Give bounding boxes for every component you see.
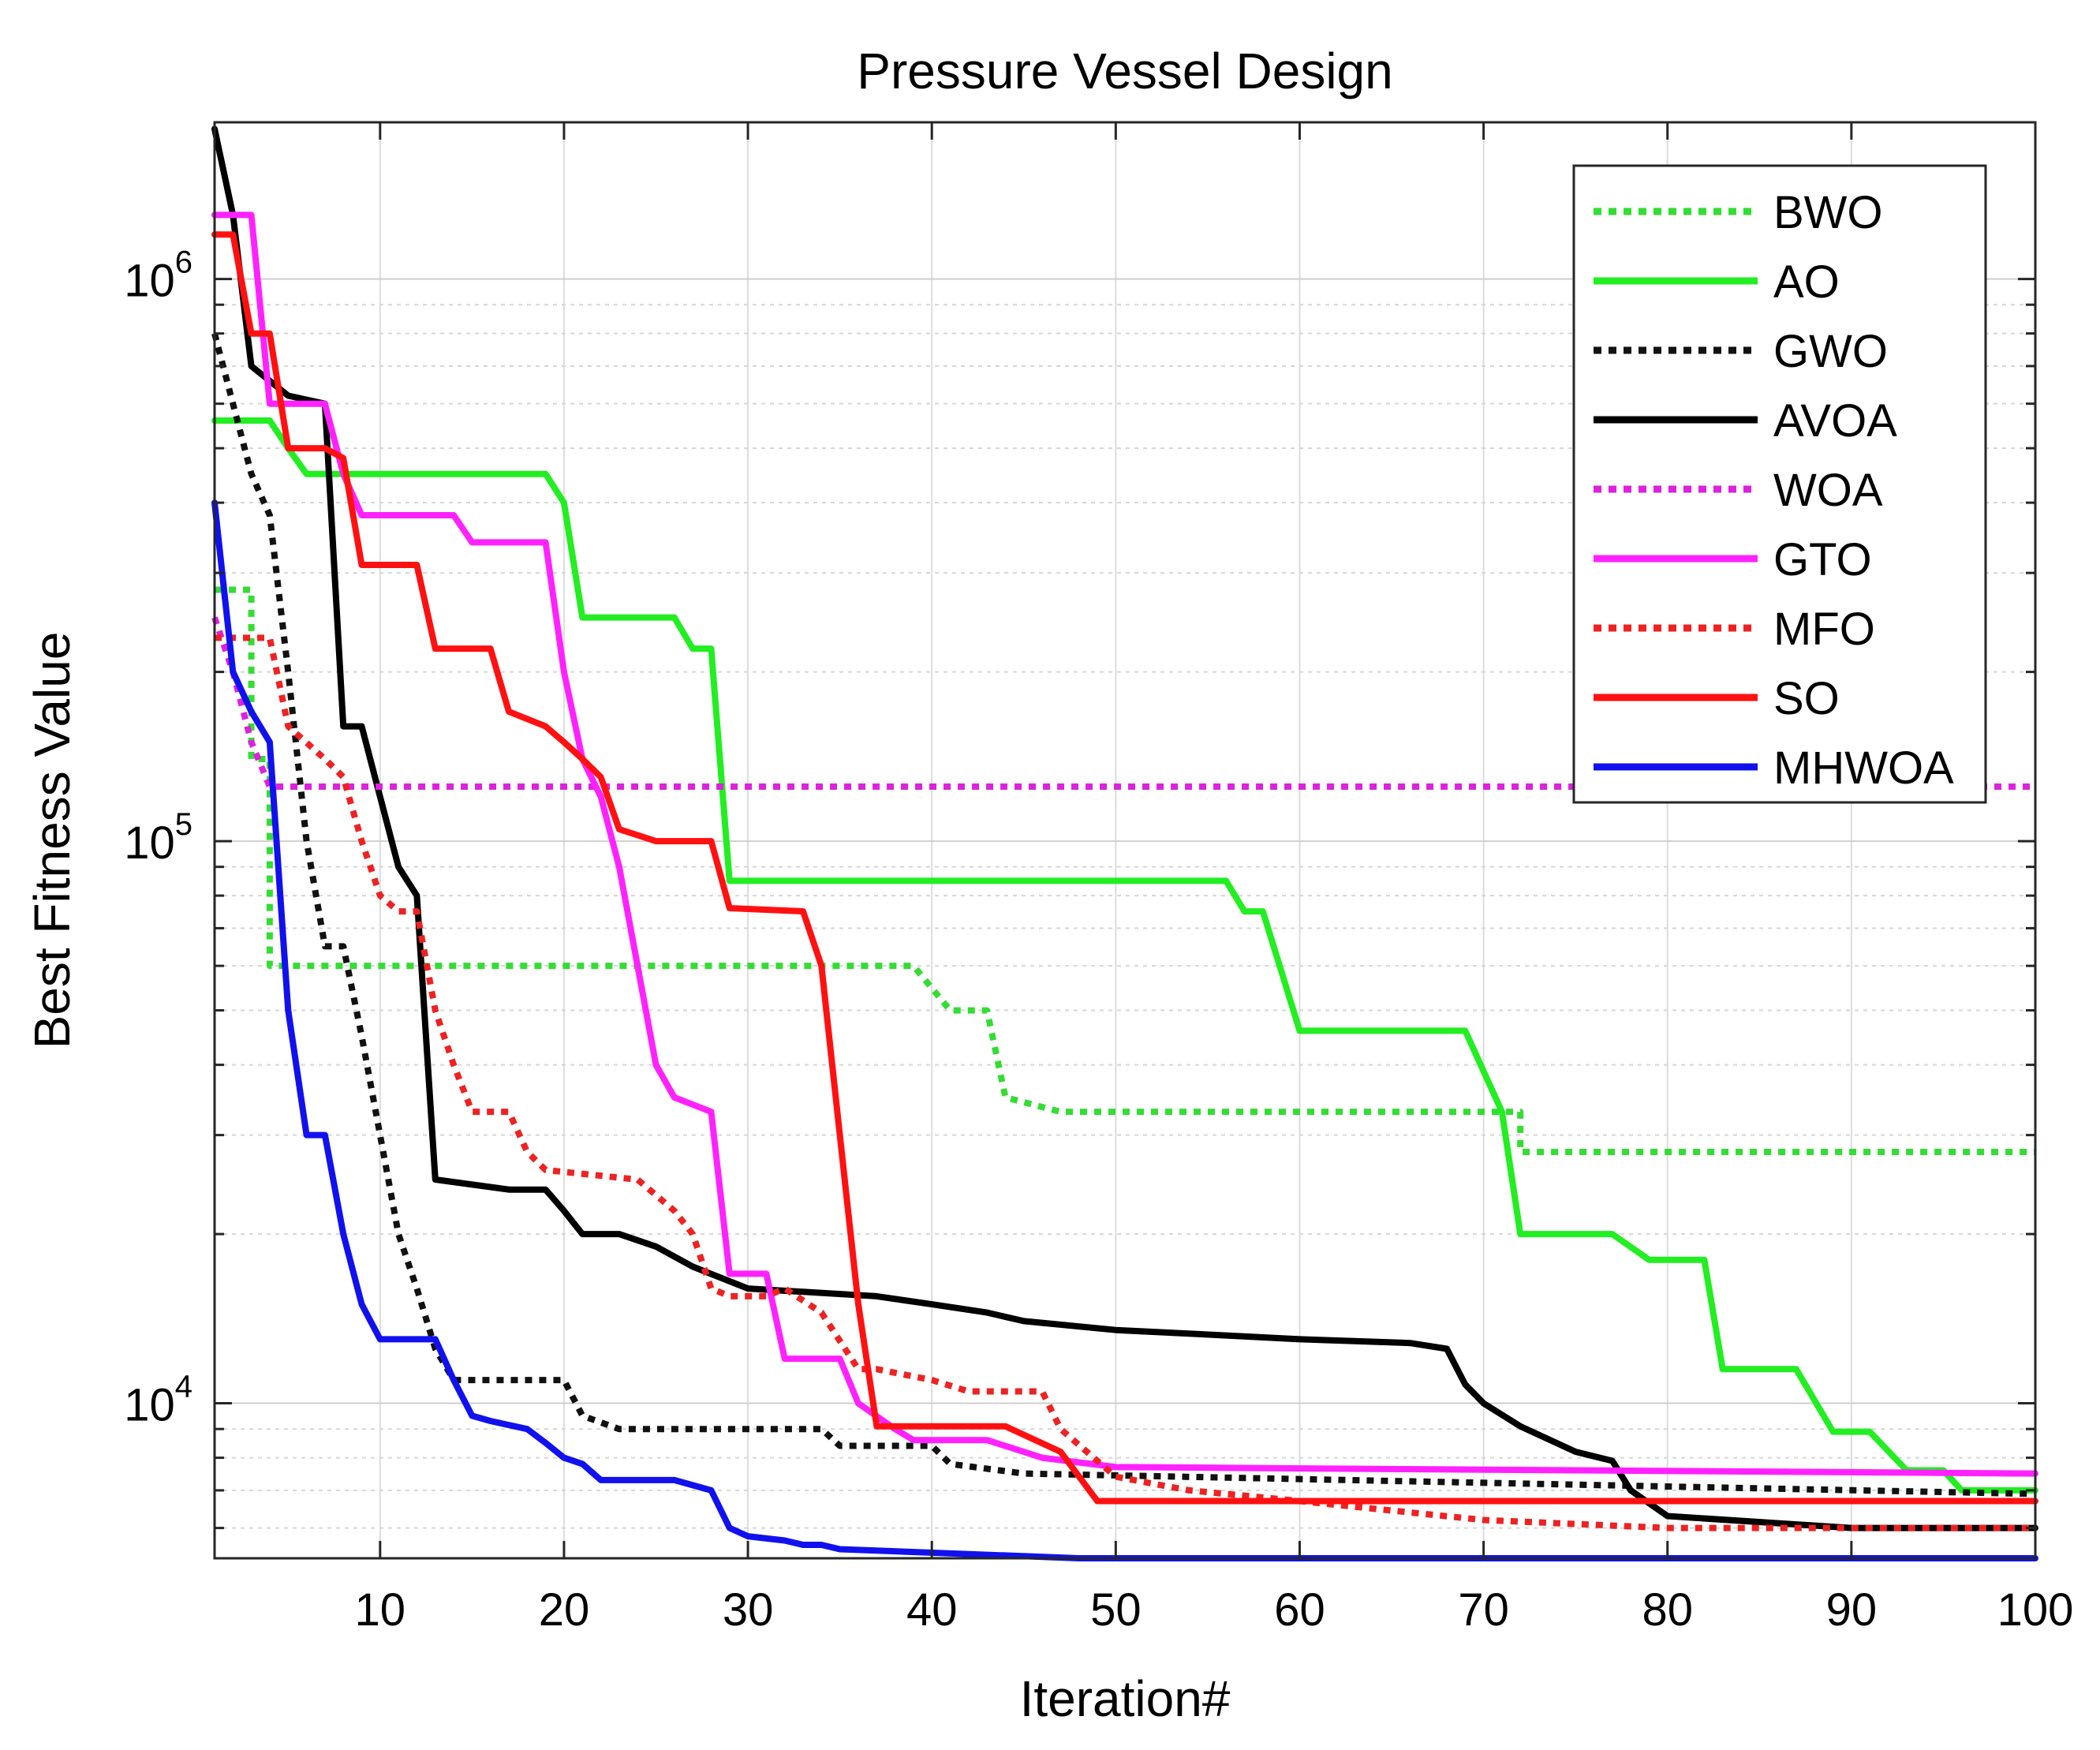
legend-label-avoa: AVOA: [1773, 395, 1897, 447]
y-tick-base: 10: [124, 1380, 175, 1431]
series-line-mhwoa: [211, 499, 2038, 1561]
x-tick-label: 60: [1274, 1584, 1325, 1636]
x-tick-label: 20: [539, 1584, 590, 1636]
legend-label-mhwoa: MHWOA: [1773, 742, 1954, 794]
x-tick-label: 30: [723, 1584, 774, 1636]
legend-label-woa: WOA: [1773, 465, 1883, 516]
x-tick-label: 50: [1090, 1584, 1142, 1636]
chart-title: Pressure Vessel Design: [857, 43, 1392, 99]
series-lines: [211, 125, 2038, 1561]
y-tick-base: 10: [124, 817, 175, 869]
x-axis-label: Iteration#: [1020, 1670, 1231, 1727]
series-line-avoa: [211, 125, 2038, 1531]
x-tick-label: 100: [1997, 1584, 2074, 1636]
y-tick-label: 105: [124, 807, 192, 869]
series-line-bwo: [215, 586, 2035, 1155]
series-line-gto: [211, 211, 2038, 1477]
y-tick-label: 106: [124, 245, 192, 307]
y-tick-exponent: 4: [175, 1370, 192, 1404]
series-line-ao: [211, 417, 2038, 1494]
y-tick-label: 104: [124, 1370, 192, 1431]
x-tick-label: 40: [906, 1584, 958, 1636]
legend: BWO AO GWO AVOA WOA GTO MFO SO MHWOA: [1572, 164, 1987, 804]
legend-label-gwo: GWO: [1773, 326, 1888, 377]
series-line-so: [211, 231, 2038, 1505]
legend-label-gto: GTO: [1773, 534, 1872, 585]
y-axis-label: Best Fitness Value: [24, 632, 80, 1049]
legend-label-bwo: BWO: [1773, 187, 1883, 238]
x-tick-label: 10: [355, 1584, 406, 1636]
legend-label-ao: AO: [1773, 256, 1840, 308]
x-tick-label: 90: [1826, 1584, 1878, 1636]
legend-label-so: SO: [1773, 673, 1840, 724]
x-tick-label: 70: [1458, 1584, 1509, 1636]
y-tick-exponent: 5: [175, 807, 192, 842]
y-tick-base: 10: [124, 256, 175, 307]
x-tick-label: 80: [1642, 1584, 1693, 1636]
y-tick-exponent: 6: [175, 245, 192, 280]
series-line-gwo: [211, 332, 2036, 1498]
series-line-mfo: [215, 634, 2035, 1531]
legend-label-mfo: MFO: [1773, 604, 1875, 655]
